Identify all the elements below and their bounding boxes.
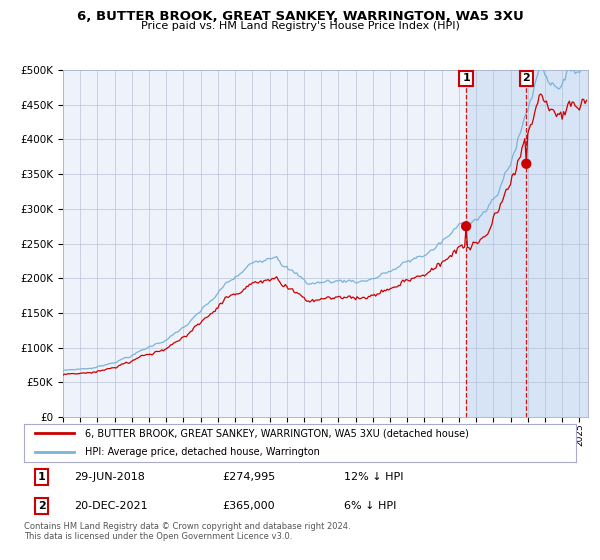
Text: 2: 2 bbox=[38, 501, 46, 511]
Text: Contains HM Land Registry data © Crown copyright and database right 2024.
This d: Contains HM Land Registry data © Crown c… bbox=[24, 522, 350, 542]
Text: 6, BUTTER BROOK, GREAT SANKEY, WARRINGTON, WA5 3XU: 6, BUTTER BROOK, GREAT SANKEY, WARRINGTO… bbox=[77, 10, 523, 23]
Text: HPI: Average price, detached house, Warrington: HPI: Average price, detached house, Warr… bbox=[85, 447, 320, 458]
Text: 6, BUTTER BROOK, GREAT SANKEY, WARRINGTON, WA5 3XU (detached house): 6, BUTTER BROOK, GREAT SANKEY, WARRINGTO… bbox=[85, 428, 469, 438]
Text: 1: 1 bbox=[462, 73, 470, 83]
Text: 2: 2 bbox=[523, 73, 530, 83]
Text: £274,995: £274,995 bbox=[223, 472, 276, 482]
Text: Price paid vs. HM Land Registry's House Price Index (HPI): Price paid vs. HM Land Registry's House … bbox=[140, 21, 460, 31]
Text: 20-DEC-2021: 20-DEC-2021 bbox=[74, 501, 148, 511]
Point bbox=[461, 222, 471, 231]
Text: £365,000: £365,000 bbox=[223, 501, 275, 511]
Text: 12% ↓ HPI: 12% ↓ HPI bbox=[344, 472, 404, 482]
Text: 1: 1 bbox=[38, 472, 46, 482]
Point bbox=[521, 159, 531, 168]
Text: 29-JUN-2018: 29-JUN-2018 bbox=[74, 472, 145, 482]
Bar bbox=[466, 70, 588, 417]
Text: 6% ↓ HPI: 6% ↓ HPI bbox=[344, 501, 397, 511]
